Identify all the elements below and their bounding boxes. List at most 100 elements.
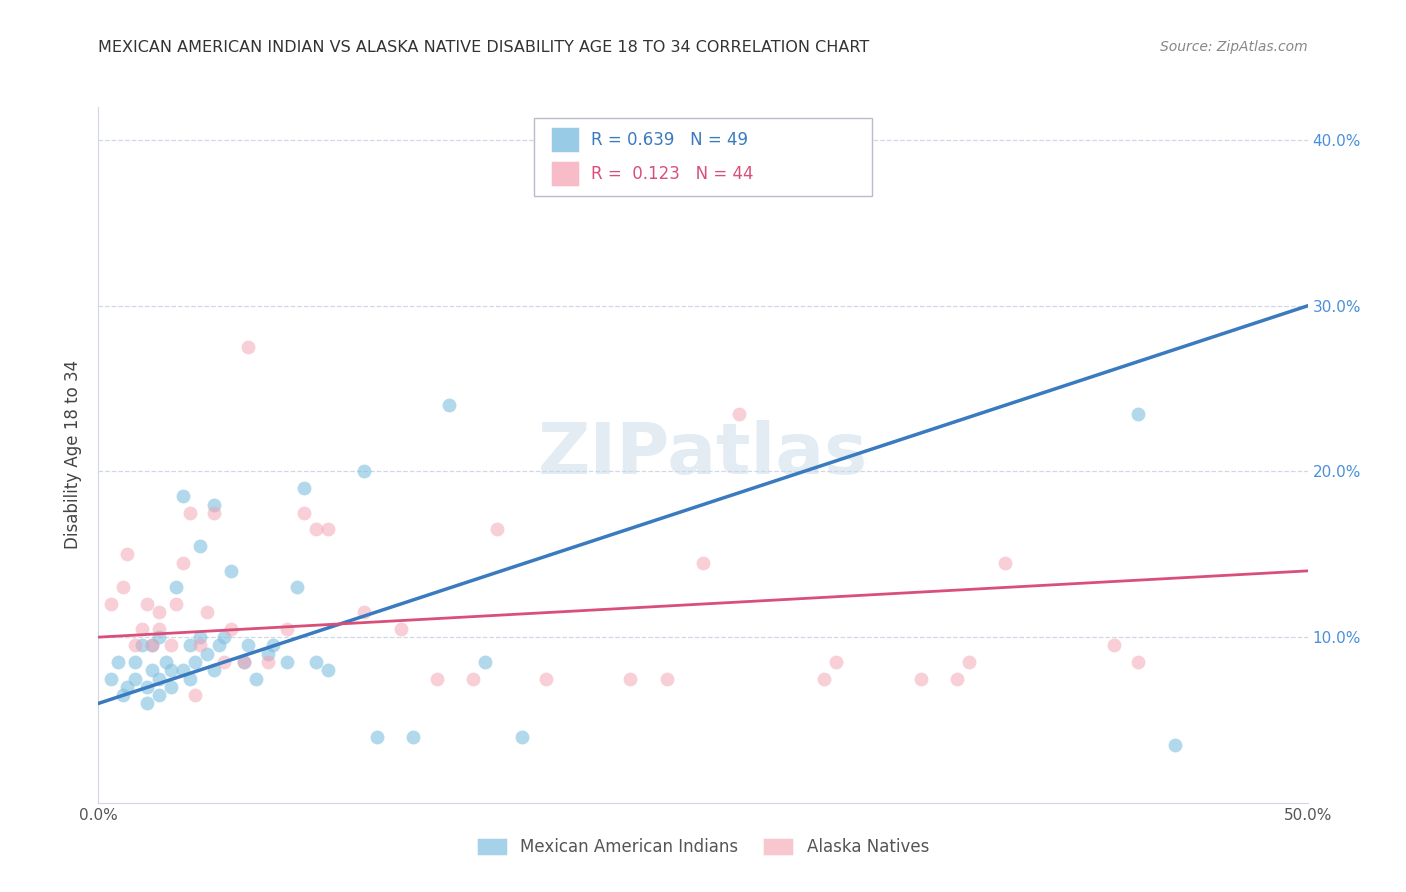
Point (655, 672, 678, 686)
Point (262, 639, 284, 653)
Point (728, 407, 751, 421)
Point (292, 506, 315, 520)
Point (188, 639, 211, 653)
Point (534, 672, 557, 686)
Point (148, 630, 170, 644)
Point (160, 663, 183, 677)
Point (124, 639, 146, 653)
Point (141, 639, 163, 653)
Point (124, 655, 146, 669)
Text: ZIPatlas: ZIPatlas (538, 420, 868, 490)
Point (276, 655, 298, 669)
Point (316, 663, 339, 677)
Point (131, 622, 153, 636)
Point (232, 655, 254, 669)
Point (148, 605, 170, 619)
Point (221, 622, 243, 636)
Point (238, 340, 260, 354)
Y-axis label: Disability Age 18 to 34: Disability Age 18 to 34 (65, 360, 83, 549)
Point (910, 672, 932, 686)
Point (184, 655, 207, 669)
Point (256, 655, 278, 669)
Point (172, 556, 194, 570)
Point (463, 672, 485, 686)
Point (1128, 407, 1150, 421)
Point (813, 672, 835, 686)
Point (165, 597, 187, 611)
Point (204, 506, 226, 520)
Point (155, 655, 177, 669)
Point (148, 622, 170, 636)
Point (131, 639, 153, 653)
Text: R =  0.123   N = 44: R = 0.123 N = 44 (591, 165, 754, 183)
Point (957, 655, 980, 669)
Point (141, 639, 163, 653)
Point (117, 680, 139, 694)
Point (100, 672, 122, 686)
Text: Source: ZipAtlas.com: Source: ZipAtlas.com (1160, 40, 1308, 54)
Point (184, 688, 207, 702)
Point (316, 523, 339, 537)
Point (160, 680, 183, 694)
Point (276, 622, 298, 636)
Point (474, 655, 496, 669)
Point (160, 639, 183, 653)
Point (232, 655, 254, 669)
Point (100, 597, 122, 611)
Point (195, 605, 218, 619)
Point (353, 465, 375, 479)
Point (172, 663, 194, 677)
Point (245, 672, 267, 686)
Point (353, 605, 375, 619)
Point (135, 680, 157, 694)
Point (135, 597, 157, 611)
Point (946, 672, 969, 686)
Point (619, 672, 641, 686)
Point (305, 523, 328, 537)
Point (204, 663, 226, 677)
Point (117, 547, 139, 561)
Point (1163, 738, 1185, 752)
Point (188, 539, 211, 553)
Point (212, 630, 235, 644)
Point (510, 730, 533, 744)
Point (437, 398, 460, 412)
Point (256, 647, 278, 661)
Point (366, 730, 388, 744)
Point (179, 639, 201, 653)
Point (426, 672, 449, 686)
Point (692, 556, 714, 570)
Point (124, 672, 146, 686)
Point (111, 581, 134, 595)
Point (389, 622, 412, 636)
Point (172, 489, 194, 503)
Point (285, 581, 308, 595)
Point (165, 581, 187, 595)
Point (141, 663, 163, 677)
Point (107, 655, 129, 669)
Text: MEXICAN AMERICAN INDIAN VS ALASKA NATIVE DISABILITY AGE 18 TO 34 CORRELATION CHA: MEXICAN AMERICAN INDIAN VS ALASKA NATIVE… (98, 40, 870, 55)
Point (135, 697, 157, 711)
Point (305, 655, 328, 669)
Point (148, 688, 170, 702)
Text: R = 0.639   N = 49: R = 0.639 N = 49 (591, 131, 748, 149)
Point (195, 647, 218, 661)
Point (111, 688, 134, 702)
Point (179, 672, 201, 686)
Point (292, 481, 315, 495)
Point (238, 639, 260, 653)
Point (825, 655, 848, 669)
Legend: Mexican American Indians, Alaska Natives: Mexican American Indians, Alaska Natives (468, 830, 938, 864)
Point (221, 564, 243, 578)
Point (148, 672, 170, 686)
Point (188, 630, 211, 644)
Point (402, 730, 425, 744)
Point (179, 506, 201, 520)
Point (212, 655, 235, 669)
Point (204, 498, 226, 512)
Point (994, 556, 1017, 570)
Point (208, 639, 231, 653)
Point (1128, 655, 1150, 669)
Point (1102, 639, 1125, 653)
Point (486, 523, 509, 537)
